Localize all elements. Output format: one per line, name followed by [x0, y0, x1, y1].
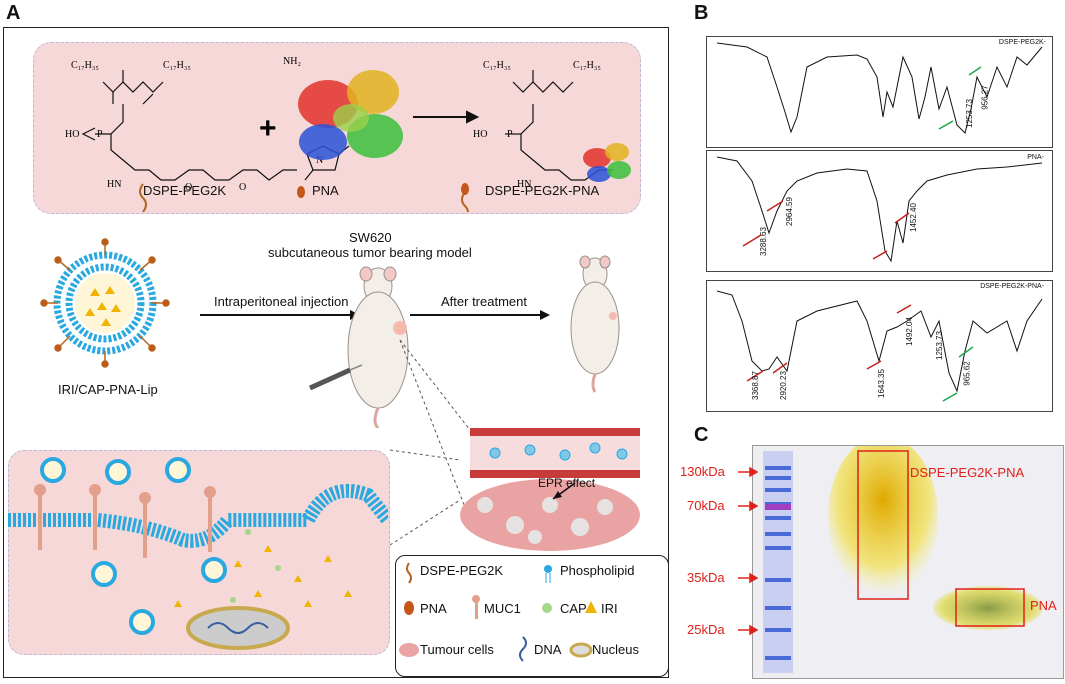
panel-letter-c: C: [694, 424, 709, 446]
panel-a-frame: [3, 27, 669, 678]
ir-spectrum-1-plot: [716, 42, 1043, 134]
c17-label-2: C₁₇H₃₅: [163, 60, 191, 71]
ir-1-title: DSPE-PEG2K-: [998, 39, 1046, 46]
ir-spectrum-3-plot: [716, 290, 1043, 402]
injection-label: Intraperitoneal injection: [214, 294, 349, 309]
svg-text:HO: HO: [473, 129, 487, 140]
cell-uptake-scheme: [8, 457, 388, 650]
phospholipid-icon: [544, 565, 552, 583]
mouse-treated-illustration: [308, 266, 409, 428]
ir-spectrum-2-plot: [716, 156, 1043, 263]
o-label-1: O: [185, 182, 192, 193]
legend-pna: PNA: [420, 601, 447, 616]
ir-3-peak-0: 3368.87: [750, 371, 760, 400]
dna-icon: [519, 636, 527, 662]
panel-letter-b: B: [694, 2, 709, 24]
marker-70kda: 70kDa: [687, 498, 725, 513]
dspe-legend-icon: [139, 183, 147, 212]
ho-label: HO: [65, 129, 79, 140]
gel-image: [752, 445, 1064, 679]
dspe-icon: [406, 562, 412, 584]
workflow-arrows: [200, 310, 550, 320]
svg-text:C₁₇H₃₅: C₁₇H₃₅: [483, 60, 511, 71]
pna-protein-structure: NH₂: [283, 56, 403, 160]
ir-2-peak-1: 2964.59: [784, 197, 794, 226]
legend-muc1: MUC1: [484, 601, 521, 616]
legend-tumour: Tumour cells: [420, 642, 494, 657]
ir-3-peak-5: 965.62: [962, 361, 972, 386]
muc1-icons: [34, 484, 216, 558]
pna-icon: [404, 601, 414, 615]
marker-35kda: 35kDa: [687, 570, 725, 585]
zoom-lines: [389, 339, 471, 546]
dspe-peg-structure: [81, 70, 297, 181]
ir-2-peak-2: 1452.40: [908, 203, 918, 232]
dspe-peg2k-label: DSPE-PEG2K: [143, 183, 227, 198]
plus-sign: +: [259, 112, 277, 145]
nucleus-icon: [569, 642, 593, 658]
legend-dspe: DSPE-PEG2K: [420, 563, 504, 578]
cap-icon: [542, 603, 552, 613]
liposome-label: IRI/CAP-PNA-Lip: [58, 382, 158, 397]
svg-text:P: P: [507, 129, 513, 140]
mouse-after-illustration: [570, 255, 620, 393]
tumor-tissue: [460, 479, 640, 551]
conjugate-band-box: [857, 450, 909, 600]
ir-spectrum-2: PNA- 3288.63 2964.59 1452.40: [706, 150, 1053, 272]
conjugate-band-label: DSPE-PEG2K-PNA: [910, 465, 1025, 480]
treatment-label: After treatment: [441, 294, 527, 309]
muc1-icon: [472, 595, 480, 619]
pna-band-label: PNA: [1030, 598, 1057, 613]
svg-text:NH₂: NH₂: [283, 56, 301, 67]
ir-2-peak-0: 3288.63: [758, 227, 768, 256]
pna-band-box: [955, 588, 1025, 627]
hn-label: HN: [107, 179, 121, 190]
gel-plot: [763, 446, 1043, 673]
ir-spectrum-3: DSPE-PEG2K-PNA- 3368.87 2920.23 1643.35 …: [706, 280, 1053, 412]
ir-spectrum-1: DSPE-PEG2K- 1253.73 956.27: [706, 36, 1053, 148]
legend-phospholipid: Phospholipid: [560, 563, 635, 578]
c17-label-1: C₁₇H₃₅: [71, 60, 99, 71]
ir-3-peak-1: 2920.23: [778, 371, 788, 400]
legend-nucleus: Nucleus: [592, 642, 639, 657]
marker-25kda: 25kDa: [687, 622, 725, 637]
ir-3-peak-3: 1492.04: [904, 317, 914, 346]
legend-dna: DNA: [534, 642, 562, 657]
synthesis-arrow: [413, 110, 480, 124]
legend-cap: CAP: [560, 601, 587, 616]
product-pna: [583, 143, 631, 182]
model-subtitle: subcutaneous tumor bearing model: [268, 245, 472, 260]
ir-1-peak-1: 956.27: [980, 85, 990, 110]
blood-vessel: [470, 428, 640, 478]
ir-3-title: DSPE-PEG2K-PNA-: [980, 283, 1044, 290]
p-label: P: [97, 129, 103, 140]
legend-box: [395, 555, 669, 677]
dspe-peg2k-pna-label: DSPE-PEG2K-PNA: [485, 183, 600, 198]
n-label-1: N: [316, 155, 323, 166]
svg-text:HN: HN: [517, 179, 531, 190]
ir-3-peak-4: 1253.73: [934, 331, 944, 360]
tumour-cell-icon: [399, 643, 419, 657]
model-title: SW620: [349, 230, 392, 245]
ir-3-peak-2: 1643.35: [876, 369, 886, 398]
legend-icons: [399, 562, 597, 662]
o-label-2: O: [239, 182, 246, 193]
pna-label: PNA: [312, 183, 339, 198]
syringe-icon: [308, 364, 363, 391]
liposome-illustration: [40, 238, 170, 368]
svg-text:C₁₇H₃₅: C₁₇H₃₅: [573, 60, 601, 71]
legend-iri: IRI: [601, 601, 618, 616]
marker-130kda: 130kDa: [680, 464, 725, 479]
marker-arrows: [738, 466, 758, 636]
epr-label: EPR effect: [538, 476, 596, 490]
iri-icon: [585, 601, 597, 613]
ir-2-title: PNA-: [1027, 154, 1044, 161]
pna-legend-icon: [297, 186, 305, 198]
panel-letter-a: A: [6, 2, 21, 24]
synthesis-scheme: C₁₇H₃₅ C₁₇H₃₅ HO P HN O O N + NH₂ C₁₇H₃₅…: [65, 56, 631, 212]
ir-1-peak-0: 1253.73: [964, 99, 974, 128]
